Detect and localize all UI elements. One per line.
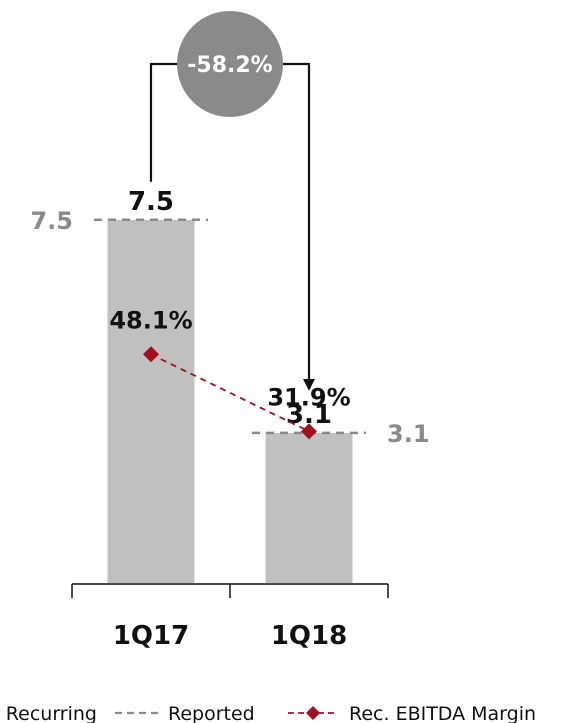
margin-line (150, 353, 310, 433)
legend-label-reported: Reported (168, 703, 255, 723)
margin-label-1Q18: 31.9% (267, 383, 350, 411)
change-annotation: -58.2% (149, 11, 315, 391)
reported-label-1Q17: 7.5 (30, 207, 73, 235)
bar-recurring-1Q17 (107, 219, 195, 584)
reported-label-1Q18: 3.1 (387, 420, 430, 448)
legend-label-recurring: Recurring (6, 703, 97, 723)
margin-label-1Q17: 48.1% (109, 306, 192, 334)
change-bubble (177, 11, 283, 117)
change-label: -58.2% (187, 53, 272, 78)
legend: Recurring Reported Rec. EBITDA Margin (6, 703, 536, 723)
value-labels: 7.53.17.53.1 (30, 187, 429, 448)
x-axis: 1Q17 1Q18 (71, 583, 389, 651)
margin-series: 48.1% 31.9% (109, 306, 351, 440)
bar-label-1Q17: 7.5 (128, 187, 174, 217)
bar-recurring-1Q18 (265, 432, 353, 583)
change-connector-left (149, 62, 177, 182)
bars (107, 219, 353, 584)
legend-label-margin: Rec. EBITDA Margin (349, 703, 536, 723)
margin-point-1Q18 (301, 423, 317, 440)
change-connector-right (283, 62, 315, 391)
x-tick-label-1Q17: 1Q17 (113, 621, 189, 651)
margin-point-1Q17 (143, 346, 159, 363)
x-tick-label-1Q18: 1Q18 (271, 621, 347, 651)
legend-swatch-margin-point (306, 706, 320, 720)
